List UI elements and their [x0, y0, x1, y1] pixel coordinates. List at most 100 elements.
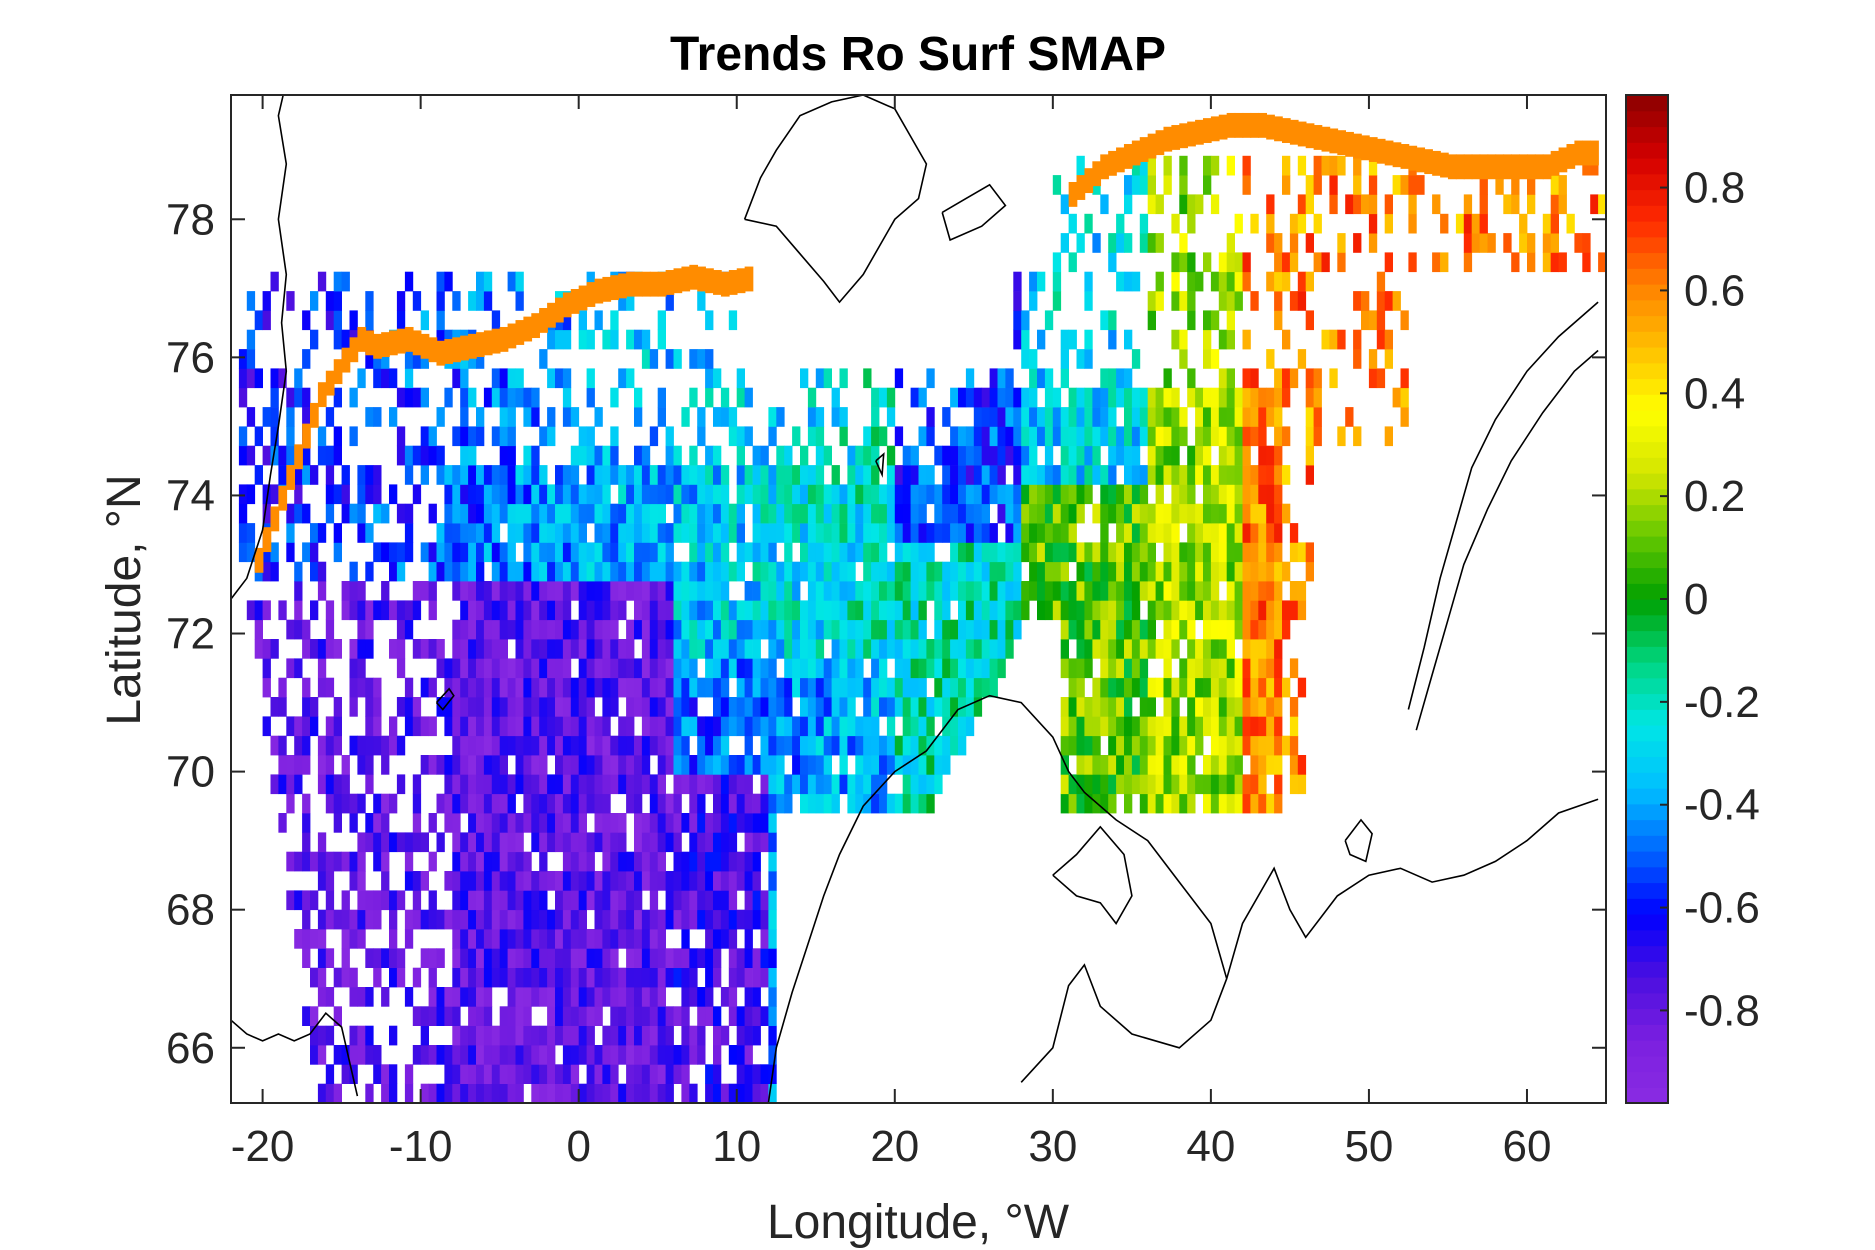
heatmap-cell [1329, 175, 1338, 195]
heatmap-cell [1060, 523, 1069, 543]
heatmap-cell [294, 387, 303, 408]
heatmap-cell [602, 639, 611, 659]
heatmap-cell [1408, 213, 1417, 234]
heatmap-cell [531, 542, 540, 563]
heatmap-cell [634, 871, 643, 891]
heatmap-cell [665, 909, 674, 930]
heatmap-cell [1226, 329, 1235, 350]
heatmap-cell [1060, 465, 1069, 485]
heatmap-cell [744, 1064, 753, 1084]
heatmap-cell [649, 909, 659, 930]
heatmap-cell [578, 658, 587, 679]
heatmap-cell [752, 581, 761, 601]
heatmap-cell [515, 967, 524, 988]
heatmap-cell [1147, 774, 1156, 795]
heatmap-cell [800, 755, 809, 775]
heatmap-cell [270, 368, 279, 389]
heatmap-cell [1131, 600, 1141, 621]
heatmap-cell [720, 484, 730, 505]
heatmap-cell [1242, 175, 1251, 195]
heatmap-cell [420, 465, 429, 485]
heatmap-cell [657, 793, 666, 814]
ice-edge-cell [705, 268, 714, 294]
heatmap-cell [523, 523, 532, 543]
heatmap-cell [689, 948, 698, 968]
heatmap-cell [1124, 677, 1133, 698]
heatmap-cell [602, 755, 611, 775]
heatmap-cell [1210, 735, 1220, 756]
heatmap-cell [1305, 368, 1314, 389]
heatmap-cell [1274, 542, 1283, 563]
heatmap-cell [1124, 774, 1133, 795]
heatmap-cell [1218, 426, 1228, 447]
heatmap-cell [720, 793, 730, 814]
heatmap-cell [357, 503, 366, 524]
heatmap-cell [1203, 407, 1212, 427]
heatmap-cell [1218, 600, 1228, 621]
heatmap-cell [1092, 735, 1101, 756]
ice-edge-cell [460, 335, 469, 361]
heatmap-cell [815, 697, 825, 717]
heatmap-cell [634, 561, 643, 582]
heatmap-cell [357, 871, 366, 891]
heatmap-cell [531, 677, 540, 698]
ice-edge-cell [1258, 112, 1267, 138]
heatmap-cell [586, 465, 595, 485]
heatmap-cell [1108, 774, 1117, 795]
heatmap-cell [499, 716, 508, 737]
heatmap-cell [800, 793, 809, 814]
heatmap-cell [468, 851, 477, 872]
heatmap-cell [689, 909, 698, 930]
heatmap-cell [562, 639, 572, 659]
heatmap-cell [555, 1006, 564, 1026]
heatmap-cell [626, 503, 635, 524]
heatmap-cell [634, 909, 643, 930]
heatmap-cell [468, 503, 477, 524]
heatmap-cell [800, 368, 809, 389]
heatmap-cell [531, 967, 540, 988]
heatmap-cell [555, 542, 564, 563]
heatmap-cell [570, 407, 580, 427]
heatmap-cell [641, 1064, 651, 1084]
heatmap-cell [515, 503, 524, 524]
heatmap-cell [452, 561, 461, 582]
heatmap-cell [997, 445, 1006, 466]
heatmap-cell [926, 793, 935, 814]
heatmap-cell [697, 639, 706, 659]
heatmap-cell [365, 735, 374, 756]
heatmap-cell [1266, 233, 1275, 253]
heatmap-cell [570, 909, 580, 930]
heatmap-cell [958, 677, 967, 698]
heatmap-cell [1021, 465, 1030, 485]
heatmap-cell [412, 1045, 422, 1065]
heatmap-cell [879, 561, 888, 582]
heatmap-cell [1013, 445, 1022, 466]
heatmap-cell [294, 735, 303, 756]
heatmap-cell [1052, 387, 1062, 408]
heatmap-cell [302, 755, 311, 775]
heatmap-cell [286, 445, 295, 466]
heatmap-cell [349, 581, 358, 601]
heatmap-cell [1084, 445, 1093, 466]
heatmap-cell [1274, 677, 1283, 698]
heatmap-cell [310, 697, 319, 717]
heatmap-cell [317, 677, 327, 698]
heatmap-cell [713, 368, 722, 389]
heatmap-cell [1187, 774, 1196, 795]
heatmap-cell [981, 387, 990, 408]
heatmap-cell [918, 658, 927, 679]
heatmap-cell [531, 774, 540, 795]
heatmap-cell [1108, 387, 1117, 408]
heatmap-cell [720, 581, 730, 601]
heatmap-cell [396, 697, 406, 717]
colorbar-step [1626, 173, 1668, 191]
heatmap-cell [499, 890, 508, 911]
heatmap-cell [523, 890, 532, 911]
heatmap-cell [610, 619, 619, 640]
heatmap-cell [681, 716, 690, 737]
heatmap-cell [286, 542, 295, 563]
heatmap-cell [515, 1083, 524, 1103]
heatmap-cell [934, 600, 943, 621]
heatmap-cell [649, 948, 659, 968]
